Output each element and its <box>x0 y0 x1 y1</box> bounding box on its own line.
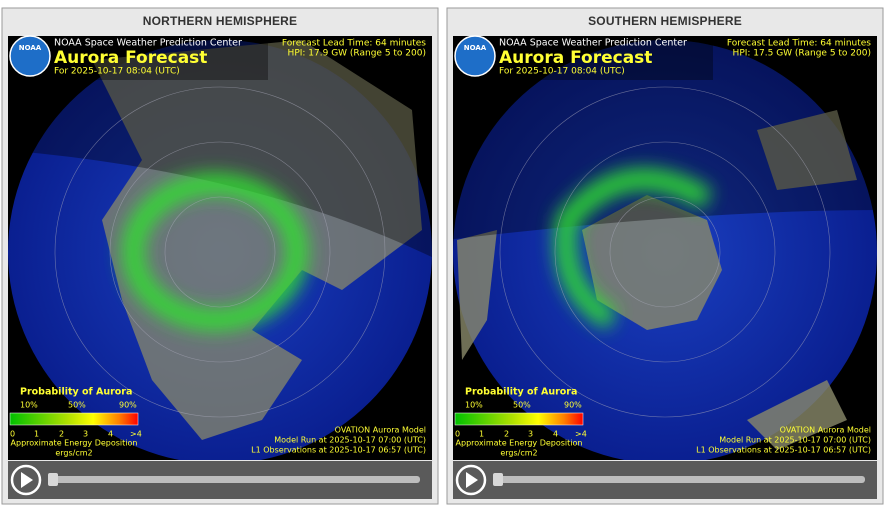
night-side <box>453 36 877 240</box>
probability-label: 90% <box>564 401 582 410</box>
energy-label: 1 <box>479 430 484 439</box>
energy-label: 4 <box>553 430 558 439</box>
energy-label: 2 <box>59 430 64 439</box>
agency: NOAA Space Weather Prediction Center <box>54 38 242 49</box>
energy-label: 4 <box>108 430 113 439</box>
color-scale <box>9 412 139 426</box>
land <box>92 40 422 440</box>
panel-title: NORTHERN HEMISPHERE <box>143 14 297 28</box>
night-side <box>8 36 432 258</box>
noaa-logo-text: NOAA <box>464 44 487 52</box>
energy-caption: ergs/cm2 <box>55 449 92 458</box>
play-icon <box>21 472 33 488</box>
map <box>8 36 432 460</box>
hpi: HPI: 17.5 GW (Range 5 to 200) <box>733 49 871 59</box>
lead-time: Forecast Lead Time: 64 minutes <box>727 39 871 49</box>
noaa-logo-text: NOAA <box>19 44 42 52</box>
map <box>453 36 877 460</box>
land <box>582 195 722 330</box>
legend-title: Probability of Aurora <box>465 387 577 398</box>
aurora-oval <box>122 173 308 331</box>
energy-label: 3 <box>83 430 88 439</box>
energy-caption: Approximate Energy Deposition <box>11 439 138 448</box>
forecast-time: For 2025-10-17 08:04 (UTC) <box>54 67 180 77</box>
land <box>747 380 847 450</box>
latitude-line <box>609 196 721 308</box>
slider-track[interactable] <box>48 476 420 483</box>
legend-title: Probability of Aurora <box>20 387 132 398</box>
panel: NORTHERN HEMISPHERE NOAA NOAA Space Weathe… <box>1 7 439 505</box>
latitude-line <box>109 141 331 363</box>
land <box>757 110 857 190</box>
model-name: OVATION Aurora Model <box>780 426 871 435</box>
agency: NOAA Space Weather Prediction Center <box>499 38 687 49</box>
noaa-logo <box>454 35 496 77</box>
model-run: Model Run at 2025-10-17 07:00 (UTC) <box>274 436 426 445</box>
panel: SOUTHERN HEMISPHERE NOAA NOAA Space Weathe… <box>446 7 884 505</box>
energy-caption: ergs/cm2 <box>500 449 537 458</box>
observations: L1 Observations at 2025-10-17 06:57 (UTC… <box>696 446 871 455</box>
panel-title: SOUTHERN HEMISPHERE <box>588 14 742 28</box>
latitude-line <box>54 86 386 418</box>
header-shade <box>8 36 268 80</box>
noaa-logo <box>9 35 51 77</box>
product-title: Aurora Forecast <box>54 48 207 68</box>
model-name: OVATION Aurora Model <box>335 426 426 435</box>
probability-label: 10% <box>465 401 483 410</box>
slider-thumb[interactable] <box>493 473 503 486</box>
header-shade <box>453 36 713 80</box>
observations: L1 Observations at 2025-10-17 06:57 (UTC… <box>251 446 426 455</box>
energy-label: >4 <box>575 430 587 439</box>
hpi: HPI: 17.9 GW (Range 5 to 200) <box>288 49 426 59</box>
energy-label: 1 <box>34 430 39 439</box>
energy-label: 3 <box>528 430 533 439</box>
forecast-time: For 2025-10-17 08:04 (UTC) <box>499 67 625 77</box>
latitude-line <box>164 196 276 308</box>
energy-label: 0 <box>455 430 460 439</box>
model-run: Model Run at 2025-10-17 07:00 (UTC) <box>719 436 871 445</box>
latitude-line <box>499 86 831 418</box>
probability-label: 10% <box>20 401 38 410</box>
aurora-oval <box>554 168 713 330</box>
energy-label: 0 <box>10 430 15 439</box>
lead-time: Forecast Lead Time: 64 minutes <box>282 39 426 49</box>
slider-thumb[interactable] <box>48 473 58 486</box>
color-scale <box>454 412 584 426</box>
energy-label: >4 <box>130 430 142 439</box>
product-title: Aurora Forecast <box>499 48 652 68</box>
probability-label: 50% <box>68 401 86 410</box>
probability-label: 90% <box>119 401 137 410</box>
probability-label: 50% <box>513 401 531 410</box>
energy-label: 2 <box>504 430 509 439</box>
play-icon <box>466 472 478 488</box>
slider-track[interactable] <box>493 476 865 483</box>
energy-caption: Approximate Energy Deposition <box>456 439 583 448</box>
land <box>457 230 497 360</box>
latitude-line <box>554 141 776 363</box>
